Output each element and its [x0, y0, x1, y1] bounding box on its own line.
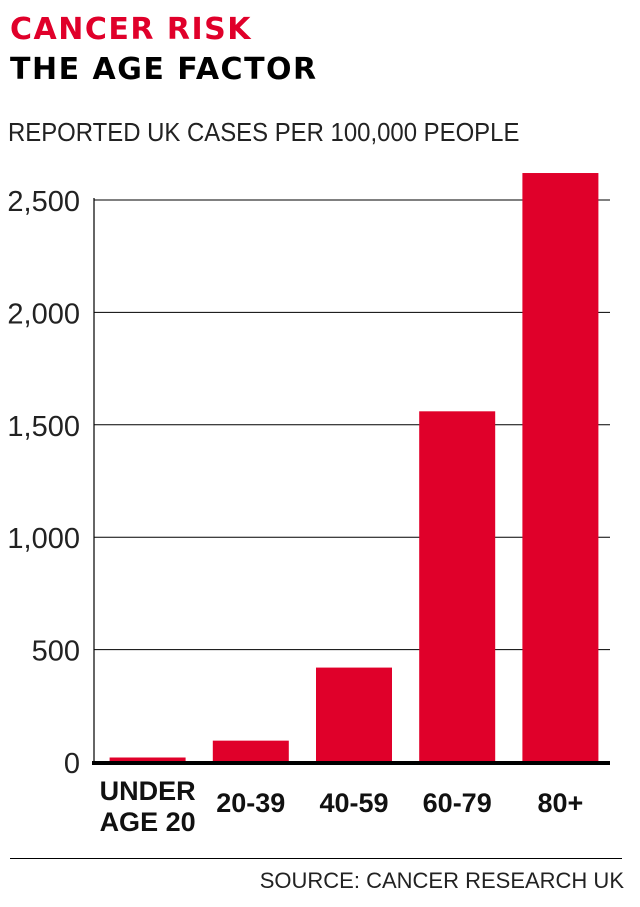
bar	[522, 173, 599, 763]
chart-title: CANCER RISK	[10, 12, 253, 47]
y-tick-label: 500	[32, 636, 80, 668]
x-tick-label: 60-79	[423, 788, 492, 818]
bar	[316, 667, 392, 762]
y-tick-label: 0	[64, 748, 80, 780]
source-divider	[10, 858, 622, 859]
bar	[109, 757, 186, 762]
y-tick-label: 1,000	[7, 523, 80, 555]
y-tick-label: 2,500	[7, 186, 80, 218]
x-tick-label: UNDER AGE 20	[100, 776, 196, 837]
source-note: SOURCE: CANCER RESEARCH UK	[259, 868, 624, 893]
chart-description: REPORTED UK CASES PER 100,000 PEOPLE	[8, 117, 520, 147]
y-tick-label: 1,500	[7, 411, 80, 443]
x-tick-label: 20-39	[216, 788, 285, 818]
bars	[109, 173, 599, 763]
bar	[212, 740, 289, 762]
chart-subtitle: THE AGE FACTOR	[10, 52, 318, 87]
y-tick-label: 2,000	[7, 298, 80, 330]
x-tick-label: 80+	[537, 788, 583, 818]
y-axis-ticks: 0 500 1,000 1,500 2,000 2,500	[7, 186, 80, 780]
x-axis-ticks: UNDER AGE 20 20-39 40-59 60-79 80+	[100, 776, 584, 837]
x-tick-label: 40-59	[319, 788, 388, 818]
bar-chart: 0 500 1,000 1,500 2,000 2,500 UNDER AGE 20 20-3…	[7, 173, 610, 837]
bar	[419, 411, 496, 762]
